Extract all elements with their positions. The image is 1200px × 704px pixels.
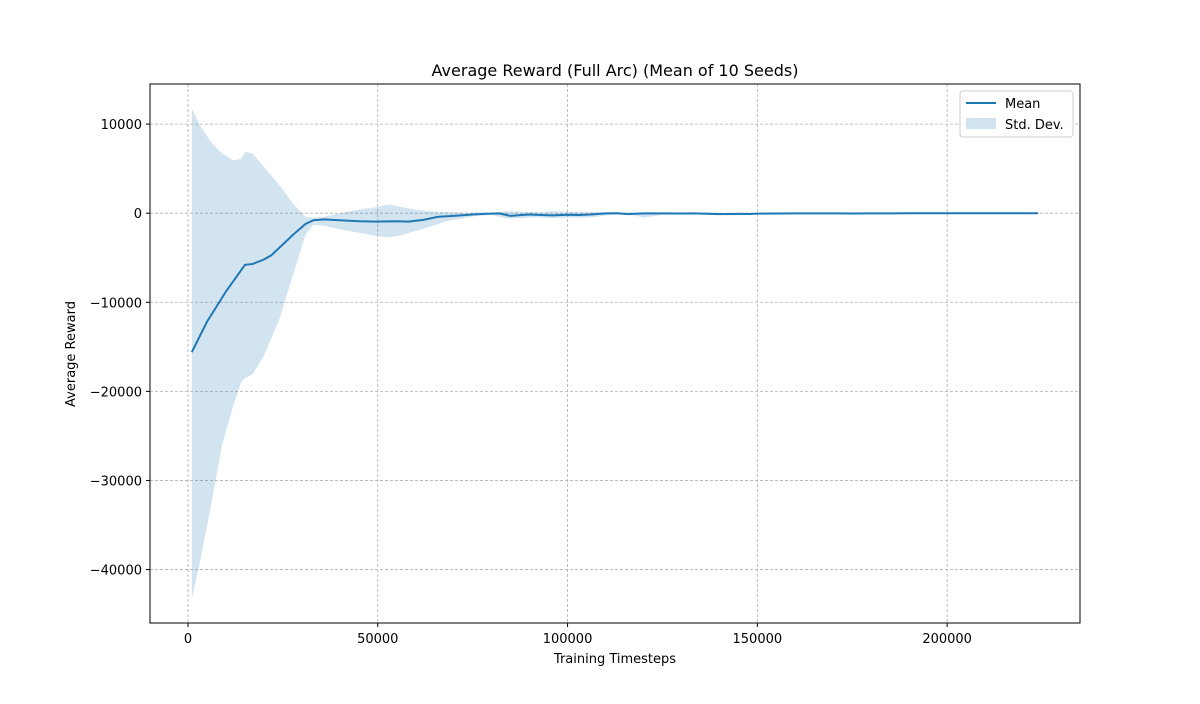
std-dev-area: [191, 108, 1039, 599]
y-axis-label: Average Reward: [64, 301, 79, 407]
y-tick-label: −30000: [90, 474, 142, 489]
x-tick-label: 200000: [922, 632, 972, 647]
x-tick-label: 150000: [733, 632, 783, 647]
mean-line: [190, 212, 1039, 353]
std-dev-band: [191, 108, 1039, 599]
legend-std-dev-swatch: [966, 118, 996, 129]
x-tick-label: 100000: [543, 632, 593, 647]
x-tick-label: 50000: [357, 632, 398, 647]
y-tick-label: −20000: [90, 385, 142, 400]
mean-series-line: [190, 212, 1039, 353]
x-tick-label: 0: [184, 632, 192, 647]
y-tick-label: −10000: [90, 296, 142, 311]
y-tick-label: 0: [134, 207, 142, 222]
legend: Mean Std. Dev.: [959, 90, 1074, 138]
axis-ticks: 0 50000 100000 150000 200000100000−10000−200…: [90, 118, 972, 647]
y-tick-label: 10000: [101, 118, 142, 133]
legend-mean-label: Mean: [1005, 97, 1040, 112]
plot-frame: [149, 83, 1081, 624]
x-axis-label: Training Timesteps: [553, 652, 676, 667]
y-tick-label: −40000: [90, 564, 142, 579]
legend-std-dev-label: Std. Dev.: [1005, 118, 1064, 133]
chart-title: Average Reward (Full Arc) (Mean of 10 Se…: [432, 61, 799, 80]
